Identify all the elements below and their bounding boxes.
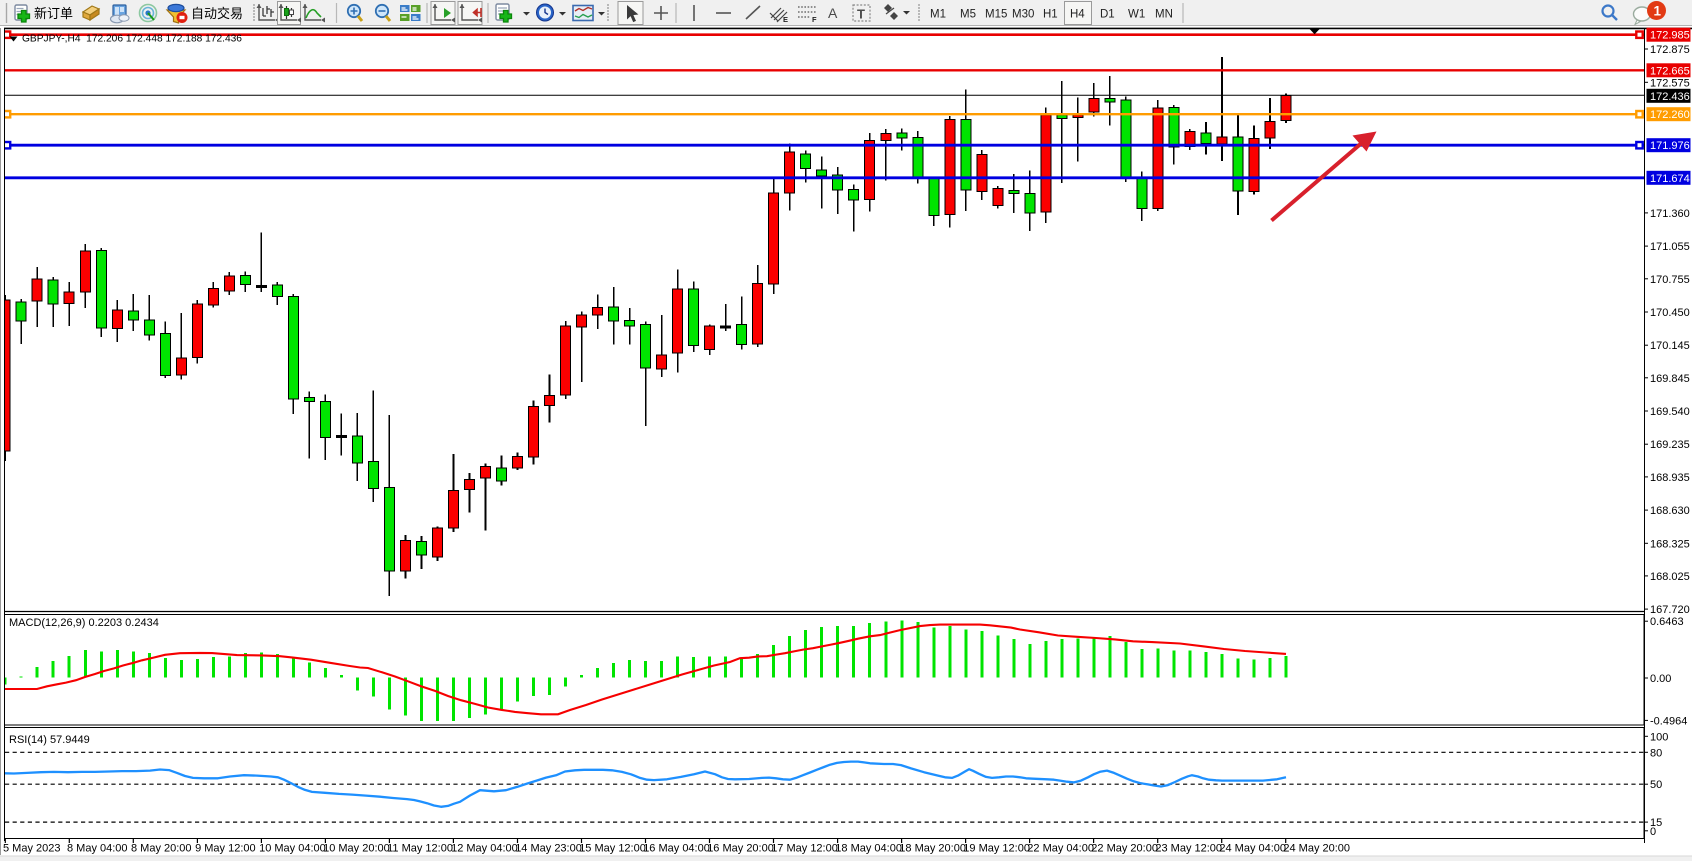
svg-text:18 May 04:00: 18 May 04:00 (835, 843, 902, 855)
svg-text:168.935: 168.935 (1650, 472, 1690, 484)
svg-text:T: T (857, 7, 865, 22)
svg-text:18 May 20:00: 18 May 20:00 (899, 843, 966, 855)
svg-text:MACD(12,26,9) 0.2203 0.2434: MACD(12,26,9) 0.2203 0.2434 (9, 617, 159, 629)
svg-text:D1: D1 (1100, 9, 1115, 21)
svg-text:M5: M5 (960, 9, 976, 21)
svg-text:16 May 20:00: 16 May 20:00 (707, 843, 774, 855)
svg-text:H1: H1 (1043, 9, 1058, 21)
svg-text:170.450: 170.450 (1650, 307, 1690, 319)
svg-text:80: 80 (1650, 747, 1662, 759)
svg-text:M1: M1 (930, 9, 946, 21)
svg-text:23 May 12:00: 23 May 12:00 (1155, 843, 1222, 855)
svg-text:10 May 20:00: 10 May 20:00 (323, 843, 390, 855)
svg-text:11 May 12:00: 11 May 12:00 (387, 843, 453, 855)
svg-text:19 May 12:00: 19 May 12:00 (963, 843, 1030, 855)
svg-text:8 May 20:00: 8 May 20:00 (131, 843, 192, 855)
svg-text:172.260: 172.260 (1650, 109, 1690, 121)
svg-text:新订单: 新订单 (34, 6, 73, 21)
svg-text:0.00: 0.00 (1650, 673, 1671, 685)
svg-text:172.436: 172.436 (1650, 91, 1690, 103)
svg-text:170.145: 170.145 (1650, 340, 1690, 352)
svg-text:172.985: 172.985 (1650, 30, 1690, 42)
svg-text:168.325: 168.325 (1650, 538, 1690, 550)
svg-text:M15: M15 (985, 9, 1007, 21)
svg-text:12 May 04:00: 12 May 04:00 (451, 843, 518, 855)
svg-text:171.976: 171.976 (1650, 140, 1690, 152)
svg-text:168.630: 168.630 (1650, 505, 1690, 517)
svg-text:RSI(14) 57.9449: RSI(14) 57.9449 (9, 734, 90, 746)
svg-text:171.360: 171.360 (1650, 208, 1690, 220)
svg-text:W1: W1 (1128, 9, 1145, 21)
svg-text:14 May 23:00: 14 May 23:00 (515, 843, 582, 855)
svg-text:17 May 12:00: 17 May 12:00 (771, 843, 838, 855)
svg-text:169.540: 169.540 (1650, 406, 1690, 418)
svg-text:100: 100 (1650, 731, 1668, 743)
svg-text:16 May 04:00: 16 May 04:00 (643, 843, 710, 855)
svg-text:0.6463: 0.6463 (1650, 616, 1684, 628)
svg-text:GBPJPY-,H4 172.206 172.448 17: GBPJPY-,H4 172.206 172.448 172.188 172.4… (22, 34, 242, 45)
svg-text:168.025: 168.025 (1650, 571, 1690, 583)
svg-text:5 May 2023: 5 May 2023 (3, 843, 60, 855)
svg-text:24 May 20:00: 24 May 20:00 (1283, 843, 1350, 855)
svg-text:172.575: 172.575 (1650, 77, 1690, 89)
svg-text:M30: M30 (1012, 9, 1034, 21)
svg-text:172.875: 172.875 (1650, 44, 1690, 56)
svg-text:22 May 20:00: 22 May 20:00 (1091, 843, 1158, 855)
svg-text:1: 1 (1654, 4, 1662, 19)
svg-text:-0.4964: -0.4964 (1650, 715, 1687, 727)
svg-text:A: A (828, 5, 838, 21)
svg-text:171.674: 171.674 (1650, 173, 1690, 185)
svg-text:22 May 04:00: 22 May 04:00 (1027, 843, 1094, 855)
svg-text:171.055: 171.055 (1650, 241, 1690, 253)
svg-text:MN: MN (1155, 9, 1173, 21)
svg-text:172.665: 172.665 (1650, 65, 1690, 77)
svg-text:0: 0 (1650, 826, 1656, 838)
svg-text:9 May 12:00: 9 May 12:00 (195, 843, 256, 855)
svg-text:15 May 12:00: 15 May 12:00 (579, 843, 646, 855)
svg-text:H4: H4 (1070, 9, 1085, 21)
svg-text:167.720: 167.720 (1650, 604, 1690, 616)
svg-text:170.755: 170.755 (1650, 274, 1690, 286)
svg-text:169.845: 169.845 (1650, 373, 1690, 385)
svg-text:169.235: 169.235 (1650, 439, 1690, 451)
svg-text:E: E (783, 15, 788, 24)
svg-text:自动交易: 自动交易 (191, 6, 243, 21)
svg-text:F: F (812, 15, 817, 24)
svg-text:10 May 04:00: 10 May 04:00 (259, 843, 326, 855)
svg-text:15: 15 (1650, 817, 1662, 829)
svg-text:50: 50 (1650, 779, 1662, 791)
svg-text:24 May 04:00: 24 May 04:00 (1219, 843, 1286, 855)
svg-text:8 May 04:00: 8 May 04:00 (67, 843, 128, 855)
